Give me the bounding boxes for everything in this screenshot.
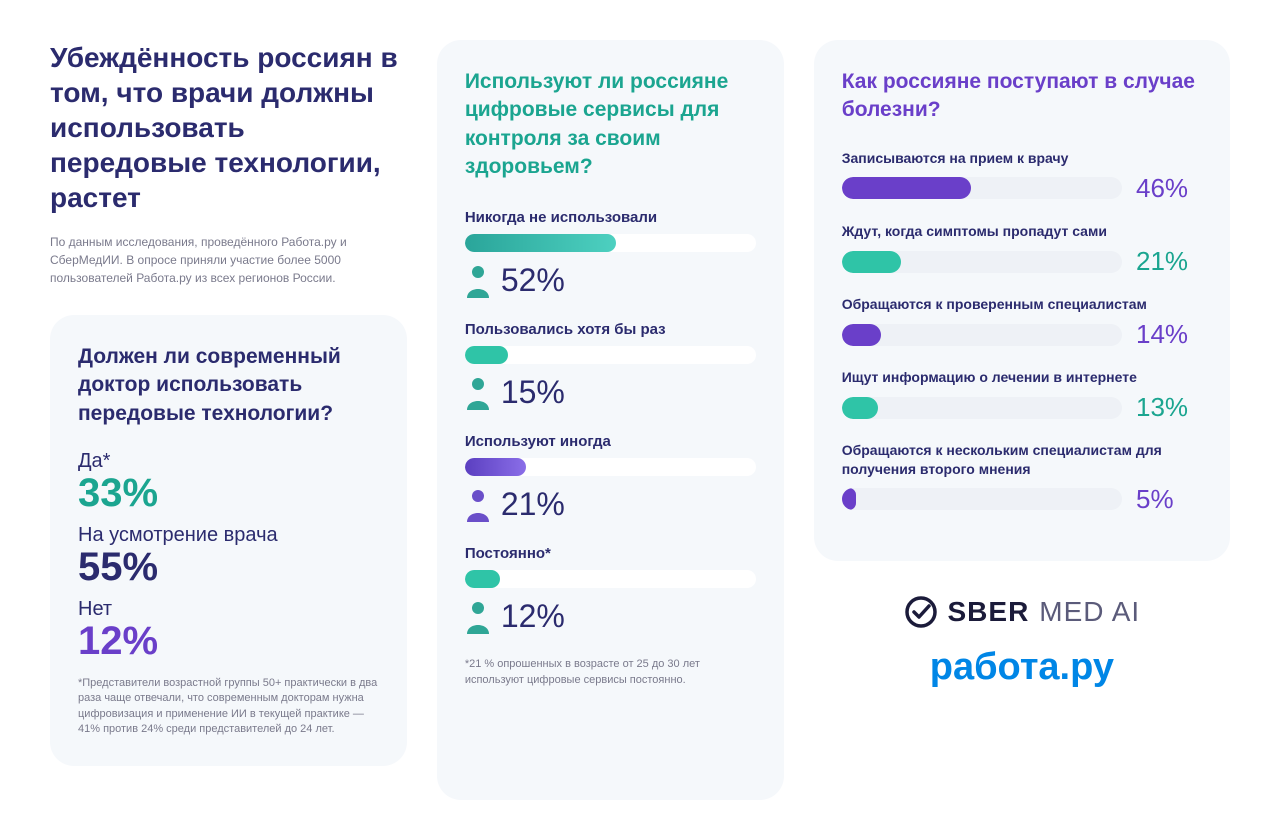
- hbar-label: Обращаются к нескольким специалистам для…: [842, 441, 1202, 477]
- usage-label: Пользовались хотя бы раз: [465, 321, 756, 338]
- usage-pct: 12%: [501, 598, 565, 635]
- panel-digital-usage: Используют ли россияне цифровые сервисы …: [437, 40, 784, 800]
- usage-icon-row: 21%: [465, 486, 756, 523]
- rabota-ru-logo: работа.ру: [814, 646, 1230, 689]
- hbar-wrap: 13%: [842, 392, 1202, 423]
- hbar-track: [842, 397, 1122, 419]
- hbar-row: Ищут информацию о лечении в интернете 13…: [842, 368, 1202, 423]
- panel1-option-label: Да*: [78, 450, 379, 473]
- person-icon: [465, 600, 491, 634]
- panel-illness-behavior: Как россияне поступают в случае болезни?…: [814, 40, 1230, 561]
- person-icon: [465, 488, 491, 522]
- usage-bar-track: [465, 346, 756, 364]
- hbar-wrap: 14%: [842, 319, 1202, 350]
- hbar-label: Обращаются к проверенным специалистам: [842, 295, 1202, 313]
- medai-text: MED AI: [1039, 596, 1140, 628]
- panel1-option-pct: 33%: [78, 471, 379, 516]
- hbar-label: Ждут, когда симптомы пропадут сами: [842, 222, 1202, 240]
- hbar-pct: 46%: [1136, 173, 1202, 204]
- panel1-option-label: Нет: [78, 598, 379, 621]
- hbar-pct: 13%: [1136, 392, 1202, 423]
- usage-label: Никогда не использовали: [465, 209, 756, 226]
- panel1-option: Нет 12%: [78, 598, 379, 664]
- usage-pct: 21%: [501, 486, 565, 523]
- usage-bar-track: [465, 234, 756, 252]
- hbar-pct: 14%: [1136, 319, 1202, 350]
- usage-icon-row: 12%: [465, 598, 756, 635]
- usage-item: Используют иногда 21%: [465, 433, 756, 523]
- panel2-title: Используют ли россияне цифровые сервисы …: [465, 68, 756, 181]
- left-column: Убеждённость россиян в том, что врачи до…: [50, 40, 407, 800]
- hbar-row: Обращаются к проверенным специалистам 14…: [842, 295, 1202, 350]
- hbar-track: [842, 488, 1122, 510]
- sber-med-ai-logo: SBER MED AI: [904, 595, 1141, 629]
- hbar-fill: [842, 397, 878, 419]
- hbar-row: Записываются на прием к врачу 46%: [842, 149, 1202, 204]
- hbar-wrap: 46%: [842, 173, 1202, 204]
- panel1-option-pct: 12%: [78, 619, 379, 664]
- hbar-row: Обращаются к нескольким специалистам для…: [842, 441, 1202, 514]
- page-title: Убеждённость россиян в том, что врачи до…: [50, 40, 407, 215]
- hbar-fill: [842, 324, 881, 346]
- sber-text: SBER: [948, 596, 1030, 628]
- hbar-track: [842, 324, 1122, 346]
- usage-bar-fill: [465, 570, 500, 588]
- usage-icon-row: 15%: [465, 374, 756, 411]
- usage-item: Постоянно* 12%: [465, 545, 756, 635]
- usage-item: Никогда не использовали 52%: [465, 209, 756, 299]
- panel1-option: Да* 33%: [78, 450, 379, 516]
- hbar-wrap: 5%: [842, 484, 1202, 515]
- hbar-pct: 5%: [1136, 484, 1202, 515]
- right-column: Как россияне поступают в случае болезни?…: [814, 40, 1230, 800]
- page-subtitle: По данным исследования, проведённого Раб…: [50, 233, 407, 287]
- checkmark-circle-icon: [904, 595, 938, 629]
- hbar-label: Ищут информацию о лечении в интернете: [842, 368, 1202, 386]
- usage-bar-fill: [465, 458, 526, 476]
- hbar-pct: 21%: [1136, 246, 1202, 277]
- hbar-label: Записываются на прием к врачу: [842, 149, 1202, 167]
- panel2-footnote: *21 % опрошенных в возрасте от 25 до 30 …: [465, 657, 756, 688]
- panel1-option-pct: 55%: [78, 545, 379, 590]
- usage-label: Постоянно*: [465, 545, 756, 562]
- panel1-option: На усмотрение врача 55%: [78, 524, 379, 590]
- person-icon: [465, 376, 491, 410]
- hbar-fill: [842, 251, 901, 273]
- panel1-option-label: На усмотрение врача: [78, 524, 379, 547]
- hbar-fill: [842, 177, 971, 199]
- middle-column: Используют ли россияне цифровые сервисы …: [437, 40, 784, 800]
- logos-block: SBER MED AI работа.ру: [814, 595, 1230, 689]
- panel1-title: Должен ли современный доктор использоват…: [78, 343, 379, 428]
- hbar-wrap: 21%: [842, 246, 1202, 277]
- hbar-track: [842, 177, 1122, 199]
- hbar-row: Ждут, когда симптомы пропадут сами 21%: [842, 222, 1202, 277]
- usage-bar-track: [465, 570, 756, 588]
- hbar-track: [842, 251, 1122, 273]
- person-icon: [465, 264, 491, 298]
- usage-icon-row: 52%: [465, 262, 756, 299]
- usage-bar-fill: [465, 346, 509, 364]
- usage-pct: 15%: [501, 374, 565, 411]
- usage-bar-fill: [465, 234, 616, 252]
- hbar-fill: [842, 488, 856, 510]
- usage-pct: 52%: [501, 262, 565, 299]
- usage-bar-track: [465, 458, 756, 476]
- panel-doctor-tech: Должен ли современный доктор использоват…: [50, 315, 407, 766]
- usage-label: Используют иногда: [465, 433, 756, 450]
- panel3-title: Как россияне поступают в случае болезни?: [842, 68, 1202, 125]
- panel1-footnote: *Представители возрастной группы 50+ пра…: [78, 676, 379, 738]
- usage-item: Пользовались хотя бы раз 15%: [465, 321, 756, 411]
